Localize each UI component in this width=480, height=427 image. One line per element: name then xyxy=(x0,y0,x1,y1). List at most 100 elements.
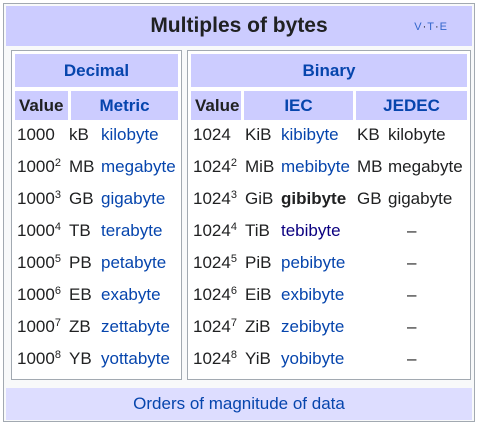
iec-unit-link[interactable]: tebibyte xyxy=(281,221,341,240)
navbox-title: Multiples of bytes xyxy=(150,14,328,37)
iec-symbol: TiB xyxy=(245,221,270,240)
jedec-empty-dash: – xyxy=(407,285,417,304)
binary-panel: Binary Value IEC JEDEC 1024 KiB kibibyte KB… xyxy=(187,50,471,380)
value-base: 1024 xyxy=(193,125,231,144)
binary-row-value: 10248 xyxy=(193,349,237,369)
decimal-symbol: GB xyxy=(69,189,94,208)
value-base: 1000 xyxy=(17,349,55,368)
decimal-row-value: 10007 xyxy=(17,317,61,337)
value-exponent: 4 xyxy=(230,221,237,233)
iec-symbol: EiB xyxy=(245,285,272,304)
edit-template-link[interactable]: E xyxy=(439,21,448,33)
value-base: 1000 xyxy=(17,189,55,208)
orders-of-magnitude-link[interactable]: Orders of magnitude of data xyxy=(6,388,472,420)
jedec-empty-dash: – xyxy=(407,349,417,368)
talk-template-link[interactable]: T xyxy=(427,21,435,33)
jedec-unit: kilobyte xyxy=(388,125,446,144)
value-exponent: 7 xyxy=(230,317,237,329)
decimal-unit-link[interactable]: kilobyte xyxy=(101,125,159,144)
decimal-row-value: 10008 xyxy=(17,349,61,369)
value-exponent: 6 xyxy=(54,285,61,297)
iec-unit-link[interactable]: kibibyte xyxy=(281,125,339,144)
value-base: 1024 xyxy=(193,285,231,304)
value-base: 1000 xyxy=(17,221,55,240)
decimal-unit-link[interactable]: yottabyte xyxy=(101,349,170,368)
value-exponent: 2 xyxy=(230,157,237,169)
value-base: 1000 xyxy=(17,125,55,144)
decimal-unit-link[interactable]: petabyte xyxy=(101,253,167,272)
decimal-row-value: 10006 xyxy=(17,285,61,305)
decimal-unit-link[interactable]: gigabyte xyxy=(101,189,166,208)
decimal-symbol: TB xyxy=(69,221,91,240)
iec-symbol: GiB xyxy=(245,189,274,208)
binary-row-value: 10245 xyxy=(193,253,237,273)
decimal-unit-link[interactable]: exabyte xyxy=(101,285,161,304)
iec-symbol: ZiB xyxy=(245,317,271,336)
decimal-header[interactable]: Decimal xyxy=(15,54,178,87)
decimal-unit-link[interactable]: megabyte xyxy=(101,157,176,176)
decimal-symbol: EB xyxy=(69,285,92,304)
decimal-row-value: 1000 xyxy=(17,125,55,145)
value-exponent: 5 xyxy=(230,253,237,265)
decimal-symbol: PB xyxy=(69,253,92,272)
binary-row-value: 10246 xyxy=(193,285,237,305)
jedec-empty-dash: – xyxy=(407,221,417,240)
decimal-unit-link[interactable]: terabyte xyxy=(101,221,163,240)
value-base: 1000 xyxy=(17,285,55,304)
value-exponent: 6 xyxy=(230,285,237,297)
view-template-link[interactable]: V xyxy=(414,21,423,33)
iec-unit-link[interactable]: exbibyte xyxy=(281,285,345,304)
value-base: 1024 xyxy=(193,349,231,368)
binary-value-header: Value xyxy=(191,91,241,120)
binary-row-value: 10242 xyxy=(193,157,237,177)
jedec-empty-dash: – xyxy=(407,253,417,272)
multiples-of-bytes-navbox: Multiples of bytes V·T·E Decimal Value M… xyxy=(3,3,475,422)
value-base: 1000 xyxy=(17,157,55,176)
decimal-symbol: YB xyxy=(69,349,92,368)
jedec-header[interactable]: JEDEC xyxy=(356,91,467,120)
binary-row-value: 1024 xyxy=(193,125,231,145)
value-base: 1024 xyxy=(193,157,231,176)
value-base: 1024 xyxy=(193,221,231,240)
value-exponent: 8 xyxy=(54,349,61,361)
jedec-symbol: MB xyxy=(357,157,383,176)
jedec-symbol: GB xyxy=(357,189,382,208)
value-exponent: 4 xyxy=(54,221,61,233)
value-base: 1024 xyxy=(193,189,231,208)
iec-symbol: PiB xyxy=(245,253,272,272)
iec-symbol: KiB xyxy=(245,125,272,144)
iec-unit-link[interactable]: pebibyte xyxy=(281,253,346,272)
binary-row-value: 10244 xyxy=(193,221,237,241)
value-base: 1000 xyxy=(17,253,55,272)
vte-links: V·T·E xyxy=(414,6,448,48)
value-base: 1000 xyxy=(17,317,55,336)
value-exponent: 2 xyxy=(54,157,61,169)
decimal-row-value: 10004 xyxy=(17,221,61,241)
binary-header[interactable]: Binary xyxy=(191,54,467,87)
jedec-symbol: KB xyxy=(357,125,380,144)
value-base: 1024 xyxy=(193,317,231,336)
value-base: 1024 xyxy=(193,253,231,272)
decimal-unit-link[interactable]: zettabyte xyxy=(101,317,170,336)
iec-symbol: MiB xyxy=(245,157,275,176)
jedec-empty-dash: – xyxy=(407,317,417,336)
iec-symbol: YiB xyxy=(245,349,271,368)
value-exponent: 8 xyxy=(230,349,237,361)
binary-row-value: 10243 xyxy=(193,189,237,209)
binary-row-value: 10247 xyxy=(193,317,237,337)
decimal-value-header: Value xyxy=(15,91,68,120)
navbox-title-bar: Multiples of bytes V·T·E xyxy=(6,6,472,46)
vte-separator: · xyxy=(422,21,428,33)
decimal-metric-header[interactable]: Metric xyxy=(71,91,178,120)
value-exponent: 5 xyxy=(54,253,61,265)
iec-unit-link[interactable]: mebibyte xyxy=(281,157,350,176)
decimal-symbol: ZB xyxy=(69,317,91,336)
decimal-row-value: 10002 xyxy=(17,157,61,177)
iec-unit-link: gibibyte xyxy=(281,189,347,208)
jedec-unit: gigabyte xyxy=(388,189,453,208)
value-exponent: 3 xyxy=(230,189,237,201)
iec-unit-link[interactable]: yobibyte xyxy=(281,349,345,368)
iec-unit-link[interactable]: zebibyte xyxy=(281,317,345,336)
iec-header[interactable]: IEC xyxy=(244,91,353,120)
value-exponent: 7 xyxy=(54,317,61,329)
